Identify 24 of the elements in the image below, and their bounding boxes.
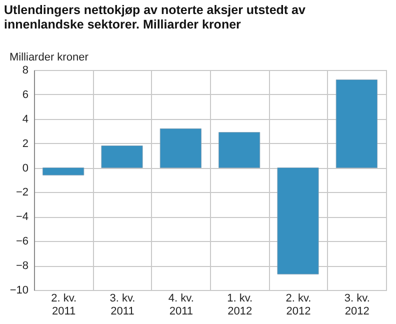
y-tick-label: −2 — [16, 186, 28, 199]
y-tick-label: 2 — [22, 138, 28, 150]
y-tick-label: 0 — [22, 162, 28, 174]
y-tick-label: −6 — [16, 236, 28, 248]
x-tick-label: 3. kv. 2012 — [344, 292, 370, 318]
y-tick-label: −4 — [16, 211, 28, 224]
y-tick-label: 4 — [22, 113, 28, 126]
x-tick-label: 2. kv. 2012 — [286, 292, 312, 318]
bar — [277, 168, 319, 274]
y-tick-label: −10 — [10, 284, 28, 296]
y-tick-label: −8 — [16, 260, 28, 272]
x-tick-label: 4. kv. 2011 — [168, 292, 194, 318]
y-axis-title: Milliarder kroner — [10, 52, 89, 64]
x-tick-label: 1. kv. 2012 — [227, 292, 253, 318]
x-tick-label: 3. kv. 2011 — [110, 292, 136, 318]
chart-title: Utlendingers nettokjøp av noterte aksjer utstedt av innenlandske sektorer. Milliarder kroner — [4, 3, 306, 32]
bar — [101, 146, 143, 168]
bar — [336, 80, 378, 168]
bar — [160, 128, 202, 168]
bar — [218, 132, 260, 168]
bar — [42, 168, 84, 176]
y-tick-label: 8 — [22, 64, 28, 76]
x-tick-label: 2. kv. 2011 — [51, 292, 77, 318]
y-tick-label: 6 — [22, 88, 28, 101]
